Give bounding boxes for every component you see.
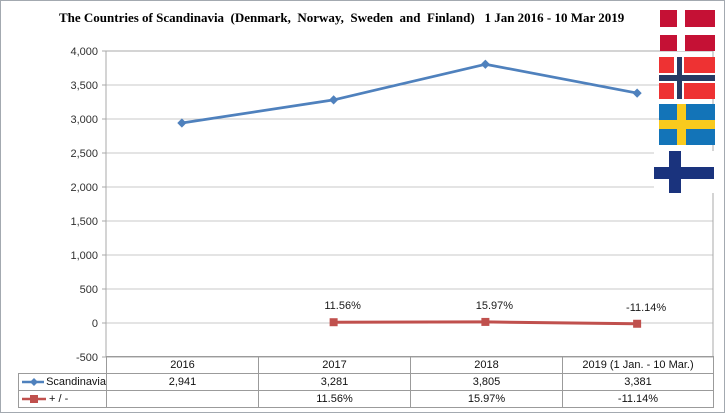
table-cell: 11.56% <box>258 390 411 408</box>
table-header-cell: 2018 <box>410 356 563 374</box>
data-label: 11.56% <box>324 300 361 312</box>
table-row: + / - 11.56% 15.97% -11.14% <box>18 390 714 408</box>
data-table-region: 2016 2017 2018 2019 (1 Jan. - 10 Mar.) Scand… <box>18 356 714 408</box>
y-axis-label: 3,000 <box>70 114 98 126</box>
series-series <box>329 317 642 328</box>
data-label: 15.97% <box>476 300 514 312</box>
y-axis-label: 500 <box>80 284 98 296</box>
square-marker-icon <box>329 318 338 327</box>
norway-flag-icon <box>659 57 715 99</box>
y-axis-label: 0 <box>92 318 98 330</box>
data-table: 2016 2017 2018 2019 (1 Jan. - 10 Mar.) Scand… <box>18 356 714 408</box>
denmark-flag-icon <box>660 10 715 51</box>
legend-cell: Scandinavia <box>18 373 107 391</box>
legend-line-diamond-icon <box>22 378 45 386</box>
table-header-cell: 2017 <box>258 356 411 374</box>
table-cell: 3,805 <box>410 373 563 391</box>
table-cell: 3,381 <box>562 373 714 391</box>
flag-cross-stripe <box>669 151 681 193</box>
y-axis-label: 3,500 <box>70 80 98 92</box>
table-cell: -11.14% <box>562 390 714 408</box>
plot-border <box>105 50 714 358</box>
flag-cross-stripe <box>654 166 714 179</box>
table-row: Scandinavia 2,941 3,281 3,805 3,381 <box>18 373 714 391</box>
table-corner-spacer <box>19 357 107 374</box>
y-axis-label: -500 <box>76 352 98 364</box>
diamond-marker-icon <box>329 95 339 105</box>
y-axis-label: 1,000 <box>70 250 98 262</box>
diamond-marker-icon <box>632 88 642 98</box>
y-axis-label: 2,000 <box>70 182 98 194</box>
diamond-marker-icon <box>177 118 187 128</box>
table-cell: 15.97% <box>410 390 563 408</box>
flag-cross-stripe <box>677 104 687 145</box>
y-axis-label: 2,500 <box>70 148 98 160</box>
flag-cross-stripe <box>659 120 715 129</box>
sweden-flag-icon <box>659 104 715 145</box>
finland-flag-icon <box>654 151 714 193</box>
gridlines <box>102 50 713 358</box>
flag-cross-stripe <box>676 10 685 51</box>
legend-label: + / - <box>49 392 69 405</box>
square-marker-icon <box>481 317 490 326</box>
chart-title: The Countries of Scandinavia (Denmark, N… <box>59 10 625 25</box>
legend-cell: + / - <box>18 390 107 408</box>
series-series-labels: 11.56% 15.97% -11.14% <box>324 300 666 314</box>
diamond-marker-icon <box>480 59 490 69</box>
y-axis-labels: 4,000 3,500 3,000 2,500 2,000 1,500 1,000 500 0 -… <box>70 46 98 364</box>
table-cell: 2,941 <box>106 373 259 391</box>
y-axis-label: 1,500 <box>70 216 98 228</box>
flag-cross-stripe <box>660 27 715 35</box>
flag-cross-stripe <box>676 57 682 99</box>
table-cell <box>106 390 259 408</box>
table-header-cell: 2016 <box>106 356 259 374</box>
legend-label: Scandinavia <box>46 375 106 388</box>
table-cell: 3,281 <box>258 373 411 391</box>
legend-line-square-icon <box>22 395 46 403</box>
table-header-cell: 2019 (1 Jan. - 10 Mar.) <box>562 356 714 374</box>
square-marker-icon <box>633 319 642 328</box>
series-scandinavia <box>177 59 642 128</box>
series-scandinavia-line <box>181 62 638 125</box>
y-axis-label: 4,000 <box>70 46 98 58</box>
flag-cross-stripe <box>659 75 715 81</box>
data-label: -11.14% <box>626 302 666 314</box>
